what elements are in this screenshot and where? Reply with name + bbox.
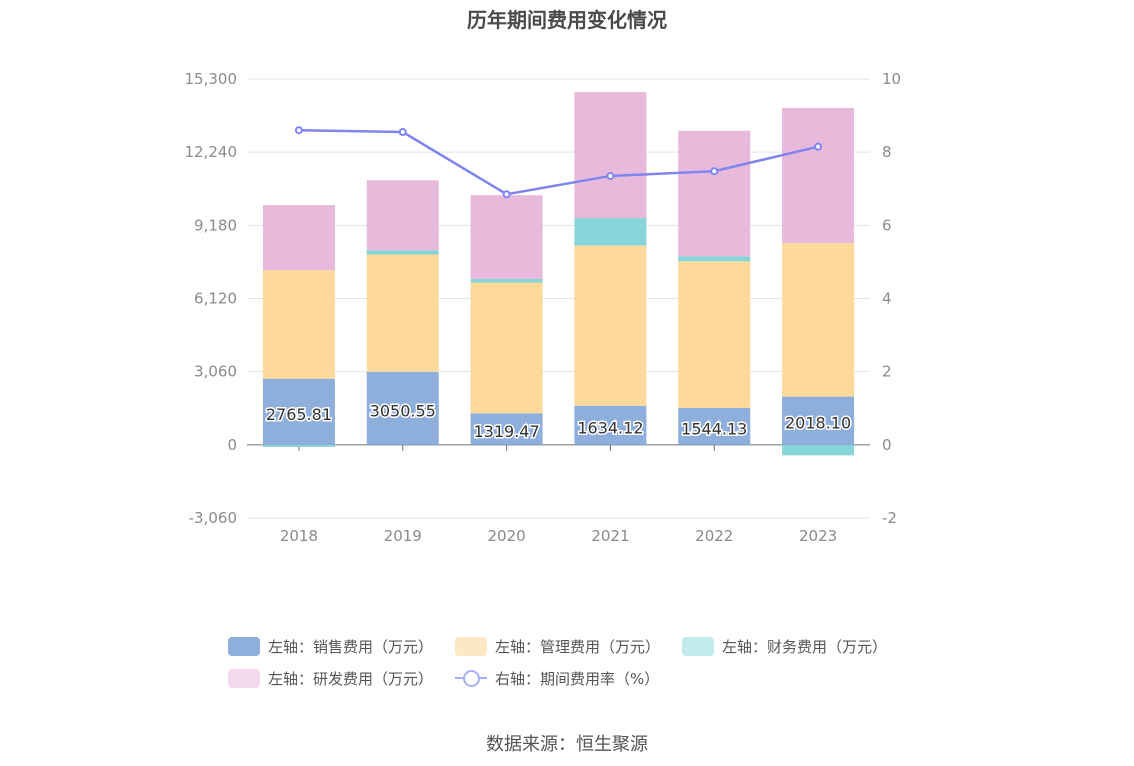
right-axis-tick-label: -2 xyxy=(882,509,897,527)
expense-rate-point xyxy=(502,190,511,199)
right-axis-tick-label: 8 xyxy=(882,143,892,161)
x-axis-tick-label: 2023 xyxy=(799,527,837,545)
legend-line-marker-icon xyxy=(455,669,488,688)
right-axis-tick-label: 6 xyxy=(882,216,892,234)
right-axis-tick-label: 2 xyxy=(882,363,892,381)
left-axis-tick-label: 3,060 xyxy=(194,363,237,381)
bar-segment-series-3 xyxy=(574,92,647,219)
left-axis-tick-label: -3,060 xyxy=(189,509,237,527)
bar-data-label: 1544.13 xyxy=(681,419,747,438)
bar-segment-series-0 xyxy=(470,413,543,445)
left-axis-tick-label: 12,240 xyxy=(185,143,238,161)
bar-segment-series-1 xyxy=(262,270,335,379)
bar-segment-series-2 xyxy=(574,218,647,246)
expense-rate-point xyxy=(710,167,719,176)
chart-plot: -3,060 0 3,060 6,120 9,180 12,240 15,300 -2 0 2 4 6… xyxy=(185,70,902,545)
bar-data-label: 1634.12 xyxy=(577,418,643,437)
legend-label-expense-rate: 右轴：期间费用率（%） xyxy=(495,669,660,688)
bar-segment-series-3 xyxy=(470,195,543,279)
legend-label-admin: 左轴：管理费用（万元） xyxy=(495,637,661,656)
legend-item-expense-rate[interactable]: 右轴：期间费用率（%） xyxy=(455,668,659,689)
bar-segment-series-2 xyxy=(678,256,751,262)
bar-data-label: 3050.55 xyxy=(370,401,436,420)
bar-data-label: 1319.47 xyxy=(473,422,539,441)
bar-segment-series-2 xyxy=(366,250,439,255)
left-axis-tick-label: 6,120 xyxy=(194,290,237,308)
legend-item-sales[interactable]: 左轴：销售费用（万元） xyxy=(228,636,433,657)
legend-item-admin[interactable]: 左轴：管理费用（万元） xyxy=(455,636,660,657)
bar-segment-series-0 xyxy=(574,405,647,445)
x-axis-tick-label: 2019 xyxy=(384,527,422,545)
expense-rate-line xyxy=(298,128,819,196)
bar-segment-series-1 xyxy=(470,282,543,414)
x-axis-tick-label: 2021 xyxy=(591,527,629,545)
bar-segment-series-1 xyxy=(678,261,751,408)
bar-segment-series-1 xyxy=(366,254,439,372)
legend-swatch-finance xyxy=(682,636,715,656)
left-axis-tick-label: 9,180 xyxy=(194,216,237,234)
bar-segment-series-0 xyxy=(678,407,751,445)
bar-data-label: 2018.10 xyxy=(785,414,851,433)
legend-label-rnd: 左轴：研发费用（万元） xyxy=(268,669,434,688)
expense-rate-point xyxy=(294,126,303,135)
bar-segment-series-2 xyxy=(782,444,855,456)
bar-segment-series-3 xyxy=(366,180,439,251)
x-axis-tick-label: 2022 xyxy=(695,527,733,545)
bar-segment-series-0 xyxy=(782,396,855,445)
expense-rate-point xyxy=(814,142,823,151)
bar-segment-series-0 xyxy=(262,378,335,445)
bar-segment-series-1 xyxy=(782,243,855,397)
legend-swatch-admin xyxy=(455,636,488,656)
bar-data-label: 2765.81 xyxy=(266,405,332,424)
bar-segment-series-1 xyxy=(574,245,647,406)
legend: 左轴：销售费用（万元） 左轴：管理费用（万元） 左轴：财务费用（万元） 左轴：研… xyxy=(228,630,928,694)
right-axis-tick-label: 0 xyxy=(882,436,892,454)
right-axis-tick-label: 10 xyxy=(882,70,901,88)
legend-item-finance[interactable]: 左轴：财务费用（万元） xyxy=(682,636,887,657)
left-axis-tick-label: 15,300 xyxy=(185,70,238,88)
chart-title: 历年期间费用变化情况 xyxy=(467,8,667,32)
legend-swatch-sales xyxy=(228,636,260,656)
expense-rate-point xyxy=(398,128,407,137)
right-axis-tick-label: 4 xyxy=(882,290,892,308)
bar-segment-series-2 xyxy=(262,444,335,447)
x-axis-tick-label: 2018 xyxy=(280,527,318,545)
bar-segment-series-2 xyxy=(470,278,543,283)
bar-segment-series-3 xyxy=(782,107,855,244)
bar-segment-series-3 xyxy=(262,205,335,271)
expense-rate-point xyxy=(606,171,615,180)
source-note: 数据来源：恒生聚源 xyxy=(486,734,648,755)
legend-swatch-rnd xyxy=(228,668,260,688)
bar-segment-series-3 xyxy=(678,130,751,257)
bar-segment-series-0 xyxy=(366,371,439,445)
legend-label-sales: 左轴：销售费用（万元） xyxy=(268,637,434,656)
left-axis-tick-label: 0 xyxy=(227,436,237,454)
legend-label-finance: 左轴：财务费用（万元） xyxy=(722,637,888,656)
legend-item-rnd[interactable]: 左轴：研发费用（万元） xyxy=(228,668,433,689)
x-axis-tick-label: 2020 xyxy=(487,527,525,545)
